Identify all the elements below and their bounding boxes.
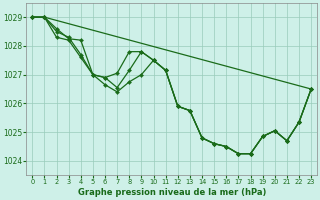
X-axis label: Graphe pression niveau de la mer (hPa): Graphe pression niveau de la mer (hPa)	[77, 188, 266, 197]
